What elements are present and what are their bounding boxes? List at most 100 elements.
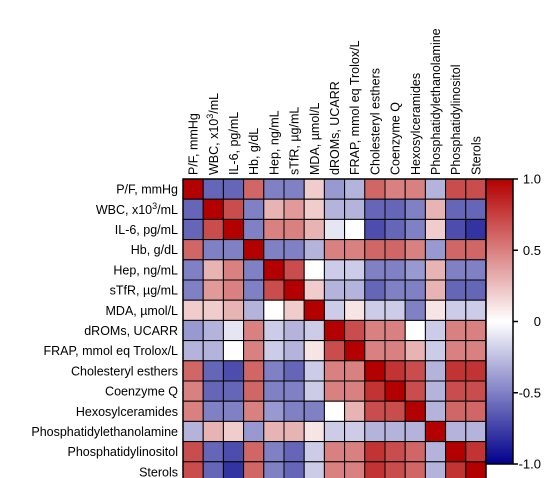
- heatmap-cell-r14-c8: [344, 461, 366, 478]
- heatmap-cell-r8-c0: [182, 340, 204, 362]
- heatmap-cell-r14-c2: [222, 461, 245, 478]
- heatmap-cell-r0-c12: [424, 178, 447, 200]
- heatmap-cell-r3-c12: [424, 239, 447, 261]
- heatmap-cell-r11-c2: [222, 400, 245, 422]
- heatmap-cell-r12-c4: [263, 420, 285, 443]
- heatmap-cell-r8-c13: [445, 340, 467, 362]
- heatmap-cell-r2-c7: [323, 218, 346, 241]
- heatmap-cell-r12-c0: [182, 420, 204, 443]
- heatmap-cell-r14-c13: [445, 461, 467, 478]
- heatmap-cell-r3-c5: [283, 239, 305, 261]
- row-label-hb-g-dl: Hb, g/dL: [131, 243, 178, 257]
- column-label-cholesteryl-esthers: Cholesteryl esthers: [368, 68, 382, 175]
- heatmap-cell-r5-c9: [364, 279, 386, 301]
- row-label-phosphatidylinositol: Phosphatidylinositol: [68, 445, 179, 459]
- heatmap-cell-r13-c3: [243, 441, 265, 463]
- heatmap-cell-r10-c7: [323, 380, 346, 402]
- heatmap-cell-r14-c11: [404, 461, 426, 478]
- row-label-droms-ucarr: dROMs, UCARR: [84, 324, 178, 338]
- heatmap-cell-r7-c1: [202, 319, 224, 342]
- heatmap-cell-r0-c6: [303, 178, 325, 200]
- heatmap-cell-r10-c8: [344, 380, 366, 402]
- heatmap-cell-r13-c0: [182, 441, 204, 463]
- heatmap-cell-r5-c13: [445, 279, 467, 301]
- row-label-stfr-g-ml: sTfR, µg/mL: [110, 284, 178, 298]
- column-label-hb-g-dl: Hb, g/dL: [247, 128, 261, 175]
- row-label-coenzyme-q: Coenzyme Q: [105, 385, 178, 399]
- row-labels: P/F, mmHg WBC, x103/mL IL-6, pg/mL Hb, g/dL…: [31, 183, 178, 478]
- heatmap-cell-r8-c4: [263, 340, 285, 362]
- heatmap-cell-r0-c10: [384, 178, 406, 200]
- heatmap-cell-r4-c1: [202, 259, 224, 281]
- heatmap-cell-r8-c1: [202, 340, 224, 362]
- heatmap-cell-r8-c11: [404, 340, 426, 362]
- column-label-mda-mol-l: MDA, µmol/L: [308, 102, 322, 175]
- heatmap-cell-r6-c11: [404, 299, 426, 321]
- heatmap-cell-r10-c3: [243, 380, 265, 402]
- heatmap-cell-r10-c0: [182, 380, 204, 402]
- heatmap-cell-r10-c1: [202, 380, 224, 402]
- colorbar-tick-label: 0.5: [523, 243, 541, 258]
- heatmap-cell-r4-c9: [364, 259, 386, 281]
- heatmap-cell-r4-c8: [344, 259, 366, 281]
- heatmap-cell-r7-c14: [465, 319, 487, 342]
- heatmap-cell-r3-c13: [445, 239, 467, 261]
- heatmap-cell-r11-c14: [465, 400, 487, 422]
- heatmap-cell-r6-c8: [344, 299, 366, 321]
- heatmap-cell-r0-c14: [465, 178, 487, 200]
- heatmap-cell-r0-c5: [283, 178, 305, 200]
- heatmap-cell-r11-c8: [344, 400, 366, 422]
- heatmap-cell-r0-c2: [222, 178, 245, 200]
- heatmap-cell-r14-c5: [283, 461, 305, 478]
- heatmap-cell-r6-c3: [243, 299, 265, 321]
- heatmap-cell-r1-c3: [243, 198, 265, 220]
- heatmap-cell-r4-c6: [303, 259, 325, 281]
- column-label-frap-mmol-eq-trolox-l: FRAP, mmol eq Trolox/L: [348, 40, 362, 175]
- heatmap-cell-r0-c4: [263, 178, 285, 200]
- heatmap-cell-r6-c2: [222, 299, 245, 321]
- heatmap-cell-r2-c10: [384, 218, 406, 241]
- heatmap-cell-r5-c4: [263, 279, 285, 301]
- column-label-il-6-pg-ml: IL-6, pg/mL: [227, 112, 241, 175]
- heatmap-cell-r3-c7: [323, 239, 346, 261]
- heatmap-cell-r13-c14: [465, 441, 487, 463]
- heatmap-cell-r10-c11: [404, 380, 426, 402]
- heatmap-cell-r8-c7: [323, 340, 346, 362]
- heatmap-cell-r2-c1: [202, 218, 224, 241]
- heatmap-cell-r1-c2: [222, 198, 245, 220]
- heatmap-cell-r11-c12: [424, 400, 447, 422]
- heatmap-cell-r8-c10: [384, 340, 406, 362]
- heatmap-cell-r2-c0: [182, 218, 204, 241]
- heatmap-cell-r3-c8: [344, 239, 366, 261]
- heatmap-cell-r12-c11: [404, 420, 426, 443]
- heatmap-cell-r12-c14: [465, 420, 487, 443]
- heatmap-cell-r1-c13: [445, 198, 467, 220]
- column-labels: P/F, mmHg WBC, x103/mL IL-6, pg/mL Hb, g/dL…: [187, 28, 484, 175]
- heatmap-cell-r7-c8: [344, 319, 366, 342]
- heatmap-cell-r5-c3: [243, 279, 265, 301]
- heatmap-cell-r3-c14: [465, 239, 487, 261]
- heatmap-cell-r2-c14: [465, 218, 487, 241]
- heatmap-cell-r0-c9: [364, 178, 386, 200]
- heatmap-cell-r11-c3: [243, 400, 265, 422]
- heatmap-cell-r9-c5: [283, 360, 305, 382]
- heatmap-cell-r5-c1: [202, 279, 224, 301]
- heatmap-cell-r11-c13: [445, 400, 467, 422]
- heatmap-cell-r12-c3: [243, 420, 265, 443]
- heatmap-cell-r13-c10: [384, 441, 406, 463]
- heatmap-cell-r3-c10: [384, 239, 406, 261]
- heatmap-cell-r12-c1: [202, 420, 224, 443]
- column-label-phosphatidylinositol: Phosphatidylinositol: [449, 65, 463, 176]
- heatmap-cell-r9-c11: [404, 360, 426, 382]
- heatmap-cell-r11-c4: [263, 400, 285, 422]
- heatmap-cell-r11-c0: [182, 400, 204, 422]
- heatmap-cell-r14-c14: [465, 461, 487, 478]
- heatmap-cell-r6-c1: [202, 299, 224, 321]
- heatmap-cell-r12-c2: [222, 420, 245, 443]
- heatmap-cell-r13-c1: [202, 441, 224, 463]
- heatmap-cell-r1-c5: [283, 198, 305, 220]
- heatmap-cell-r14-c1: [202, 461, 224, 478]
- heatmap-cell-r11-c7: [323, 400, 346, 422]
- heatmap-cell-r14-c10: [384, 461, 406, 478]
